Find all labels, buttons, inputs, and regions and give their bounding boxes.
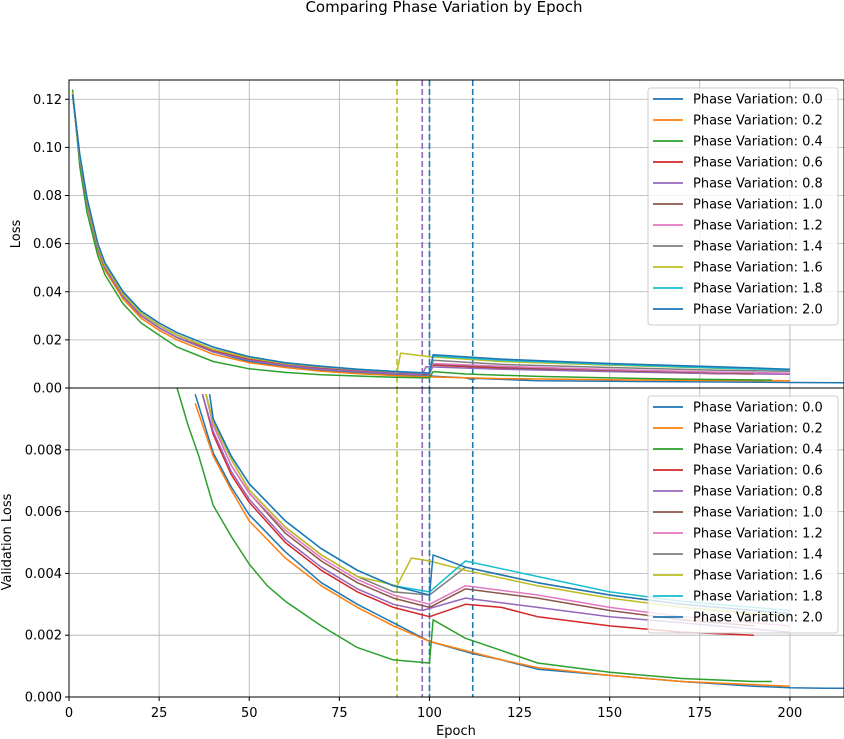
series-line-10	[208, 394, 790, 615]
legend-label: Phase Variation: 1.6	[693, 569, 823, 584]
y-tick-label: 0.000	[25, 691, 62, 706]
legend-label: Phase Variation: 0.0	[693, 93, 823, 108]
series-line-2	[71, 89, 772, 381]
legend-box	[647, 87, 839, 326]
legend-label: Phase Variation: 0.0	[693, 401, 823, 416]
loss-series	[71, 89, 844, 384]
legend-label: Phase Variation: 0.4	[693, 443, 823, 458]
x-tick-label: 75	[331, 706, 348, 721]
legend-label: Phase Variation: 2.0	[693, 303, 823, 318]
series-line-1	[194, 403, 790, 687]
legend-label: Phase Variation: 0.2	[693, 422, 823, 437]
validation-ylabel: Validation Loss	[0, 493, 15, 590]
x-tick-label: 150	[597, 706, 622, 721]
validation-panel: 0.000 0.002 0.004 0.006 0.008 Validation Los…	[0, 387, 844, 706]
validation-axes-frame	[68, 387, 844, 698]
legend-label: Phase Variation: 0.6	[693, 464, 823, 479]
legend-label: Phase Variation: 0.2	[693, 114, 823, 129]
validation-y-ticks: 0.000 0.002 0.004 0.006 0.008	[25, 443, 69, 706]
loss-ylabel: Loss	[9, 220, 24, 249]
legend-box	[647, 395, 839, 634]
series-line-1	[71, 94, 790, 382]
legend-label: Phase Variation: 1.4	[693, 548, 823, 563]
y-tick-label: 0.00	[33, 382, 62, 397]
y-tick-label: 0.04	[33, 285, 62, 300]
validation-legend: Phase Variation: 0.0 Phase Variation: 0.2…	[647, 395, 839, 634]
legend-label: Phase Variation: 1.8	[693, 590, 823, 605]
legend-label: Phase Variation: 0.4	[693, 135, 823, 150]
x-ticks: 0 25 50 75 100 125 150 175 200	[65, 697, 802, 721]
legend-label: Phase Variation: 0.6	[693, 156, 823, 171]
series-line-3	[201, 394, 754, 636]
legend-label: Phase Variation: 1.4	[693, 240, 823, 255]
series-line-4	[71, 94, 790, 376]
loss-panel: 0.00 0.02 0.04 0.06 0.08 0.10 0.12 Loss Phase …	[9, 79, 844, 397]
legend-label: Phase Variation: 0.8	[693, 177, 823, 192]
x-tick-label: 200	[778, 706, 803, 721]
loss-vlines	[396, 80, 474, 388]
legend-label: Phase Variation: 1.6	[693, 261, 823, 276]
series-line-8	[71, 91, 790, 373]
y-tick-label: 0.006	[25, 505, 62, 520]
y-tick-label: 0.10	[33, 141, 62, 156]
legend-label: Phase Variation: 1.0	[693, 506, 823, 521]
series-line-2	[176, 388, 772, 683]
series-line-10	[71, 94, 790, 374]
legend-label: Phase Variation: 1.2	[693, 219, 823, 234]
y-tick-label: 0.08	[33, 189, 62, 204]
x-tick-label: 0	[65, 706, 73, 721]
legend-label: Phase Variation: 1.8	[693, 282, 823, 297]
legend-label: Phase Variation: 2.0	[693, 611, 823, 626]
series-line-8	[205, 394, 790, 618]
y-tick-label: 0.02	[33, 333, 62, 348]
x-tick-label: 175	[687, 706, 712, 721]
y-tick-label: 0.004	[25, 567, 62, 582]
y-tick-label: 0.002	[25, 629, 62, 644]
x-tick-label: 100	[417, 706, 442, 721]
legend-label: Phase Variation: 0.8	[693, 485, 823, 500]
loss-legend: Phase Variation: 0.0 Phase Variation: 0.2…	[647, 87, 839, 326]
y-tick-label: 0.008	[25, 443, 62, 458]
y-tick-label: 0.12	[33, 93, 62, 108]
validation-vlines	[396, 388, 474, 697]
x-tick-label: 125	[507, 706, 532, 721]
figure-title: Comparing Phase Variation by Epoch	[305, 0, 582, 16]
loss-y-ticks: 0.00 0.02 0.04 0.06 0.08 0.10 0.12	[33, 93, 69, 397]
legend-label: Phase Variation: 1.0	[693, 198, 823, 213]
y-tick-label: 0.06	[33, 237, 62, 252]
x-tick-label: 50	[241, 706, 258, 721]
x-tick-label: 25	[151, 706, 168, 721]
x-axis-label: Epoch	[436, 724, 476, 739]
legend-label: Phase Variation: 1.2	[693, 527, 823, 542]
